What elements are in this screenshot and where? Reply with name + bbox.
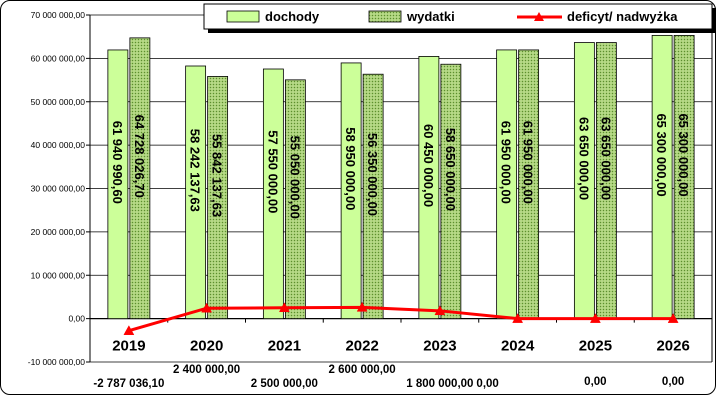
legend: dochody wydatki deficyt/ nadwyżka <box>203 3 716 33</box>
deficit-series-line <box>128 305 674 333</box>
x-category-label: 2025 <box>579 338 612 355</box>
bar-wydatki <box>129 37 151 320</box>
y-tick-label: 40 000 000,00 <box>31 140 86 150</box>
bar-value-labels: 61 940 990,60 64 728 026,70 58 242 137,63 5… <box>110 113 691 218</box>
bar-label-dochody: 60 450 000,00 <box>421 124 436 207</box>
deficit-value-label: 2 600 000,00 <box>329 364 396 376</box>
bar-wydatki <box>207 76 229 320</box>
bar-label-dochody: 63 650 000,00 <box>576 117 591 200</box>
bar-label-wydatki: 55 842 137,63 <box>210 134 225 217</box>
bar-label-dochody: 61 940 990,60 <box>110 121 125 204</box>
bars <box>107 34 695 320</box>
bar-dochody <box>185 65 207 320</box>
bar-label-dochody: 58 950 000,00 <box>343 127 358 210</box>
deficit-point-marker <box>123 325 135 335</box>
legend-marker-deficit <box>534 12 544 21</box>
bar-label-wydatki: 65 300 000,00 <box>676 113 691 196</box>
legend-label-wydatki: wydatki <box>406 9 455 24</box>
x-category-label: 2023 <box>423 338 456 355</box>
bar-dochody <box>418 56 440 320</box>
bar-wydatki <box>673 34 695 320</box>
bar-label-wydatki: 63 650 000,00 <box>598 117 613 200</box>
deficit-value-label: 2 500 000,00 <box>251 378 318 390</box>
legend-swatch-dochody <box>226 10 260 23</box>
deficit-value-label: -2 787 036,10 <box>93 378 164 390</box>
bar-dochody <box>107 49 129 320</box>
deficit-point-marker <box>512 313 524 323</box>
x-axis-categories: 2019 2020 2021 2022 2023 2024 2025 2026 <box>112 338 690 355</box>
bar-label-dochody: 57 550 000,00 <box>265 130 280 213</box>
x-category-label: 2026 <box>656 338 689 355</box>
legend-label-dochody: dochody <box>265 9 320 24</box>
x-category-label: 2021 <box>268 338 301 355</box>
y-tick-label: 10 000 000,00 <box>31 270 86 280</box>
deficit-point-marker <box>667 313 679 323</box>
y-axis: -10 000 000,00 0,00 10 000 000,00 20 000 00… <box>28 10 85 367</box>
bar-dochody <box>262 68 284 320</box>
legend-label-deficit: deficyt/ nadwyżka <box>567 9 678 24</box>
x-category-label: 2019 <box>112 338 145 355</box>
bar-wydatki <box>362 73 384 320</box>
bar-label-wydatki: 61 950 000,00 <box>521 121 536 204</box>
deficit-value-label: 0,00 <box>662 376 684 388</box>
x-category-label: 2022 <box>345 338 378 355</box>
legend-box <box>203 3 713 30</box>
x-category-label: 2024 <box>501 338 535 355</box>
bar-wydatki <box>440 63 462 320</box>
bar-label-dochody: 58 242 137,63 <box>188 129 203 212</box>
deficit-point-marker <box>278 302 290 313</box>
bar-label-dochody: 61 950 000,00 <box>499 121 514 204</box>
bar-label-dochody: 65 300 000,00 <box>654 113 669 196</box>
deficit-point-marker <box>356 301 368 312</box>
bar-label-wydatki: 58 650 000,00 <box>443 128 458 211</box>
y-tick-label: 20 000 000,00 <box>31 227 86 237</box>
bar-wydatki <box>284 79 306 320</box>
bar-label-wydatki: 56 350 000,00 <box>365 133 380 216</box>
y-tick-label: -10 000 000,00 <box>28 357 85 367</box>
legend-swatch-wydatki <box>368 10 402 23</box>
y-tick-label: 50 000 000,00 <box>31 97 86 107</box>
deficit-value-label: 2 400 000,00 <box>173 364 240 376</box>
bar-label-wydatki: 64 728 026,70 <box>132 115 147 198</box>
y-tick-label: 0,00 <box>68 314 85 324</box>
bar-label-wydatki: 55 050 000,00 <box>287 136 302 219</box>
deficit-value-label: 0,00 <box>584 376 606 388</box>
deficit-point-marker <box>434 305 446 316</box>
deficit-point-marker <box>589 313 601 323</box>
deficit-value-label: 1 800 000,00 <box>406 378 473 390</box>
y-tick-label: 30 000 000,00 <box>31 184 86 194</box>
y-tick-label: 60 000 000,00 <box>31 53 86 63</box>
deficit-point-marker <box>201 302 213 313</box>
deficit-line <box>123 301 679 335</box>
deficit-value-labels: -2 787 036,10 2 400 000,00 2 500 000,00 2 6… <box>93 364 684 390</box>
bar-dochody <box>340 62 362 320</box>
x-category-label: 2020 <box>190 338 223 355</box>
y-tick-label: 70 000 000,00 <box>31 10 86 20</box>
deficit-value-label: 0,00 <box>476 378 498 390</box>
